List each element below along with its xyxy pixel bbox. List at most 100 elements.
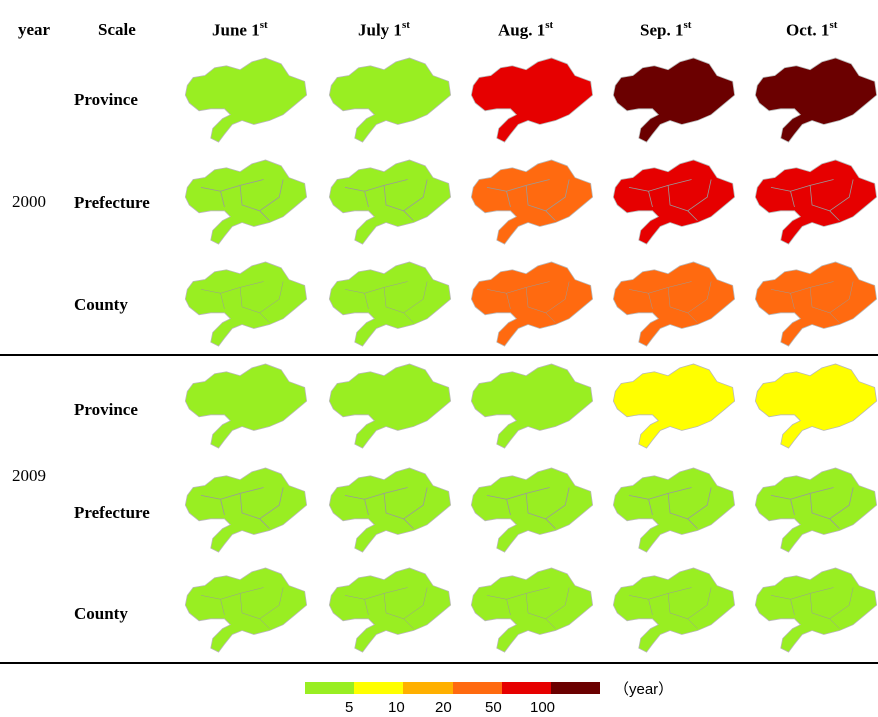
- map-2009-prefecture-5: [754, 467, 878, 553]
- map-2009-province-1: [184, 363, 308, 449]
- row-label-province-2000: Province: [74, 90, 138, 109]
- region-boundaries: [486, 587, 570, 629]
- province-outline: [184, 57, 308, 143]
- header-oct: Oct. 1st: [786, 19, 838, 40]
- map-2009-province-2: [328, 363, 452, 449]
- province-outline: [612, 57, 736, 143]
- map-2009-prefecture-3: [470, 467, 594, 553]
- region-boundaries: [200, 281, 284, 323]
- map-2000-county-1: [184, 261, 308, 347]
- region-boundaries: [486, 281, 570, 323]
- province-outline: [328, 159, 452, 245]
- header-july: July 1st: [358, 19, 410, 40]
- region-boundaries: [770, 587, 854, 629]
- legend-swatch-5: [501, 682, 551, 694]
- year-label-2009: 2009: [12, 466, 46, 485]
- legend-tick: 5: [345, 699, 354, 716]
- header-sep: Sep. 1st: [640, 19, 692, 40]
- header-scale: Scale: [98, 20, 136, 39]
- province-outline: [470, 467, 594, 553]
- row-label-province-2009: Province: [74, 400, 138, 419]
- header-year: year: [18, 20, 51, 39]
- legend-swatch-2: [354, 682, 404, 694]
- region-boundaries: [200, 179, 284, 221]
- region-boundaries: [628, 179, 712, 221]
- divider-line: [0, 354, 878, 356]
- year-label-2000: 2000: [12, 192, 46, 211]
- province-outline: [328, 567, 452, 653]
- legend-tick: 10: [388, 699, 405, 716]
- region-boundaries: [770, 487, 854, 529]
- legend-swatch-3: [403, 682, 453, 694]
- region-boundaries: [770, 179, 854, 221]
- row-label-prefecture-2009: Prefecture: [74, 503, 150, 522]
- province-outline: [328, 57, 452, 143]
- map-2000-prefecture-1: [184, 159, 308, 245]
- region-boundaries: [486, 179, 570, 221]
- row-label-county-2009: County: [74, 604, 128, 623]
- header-aug: Aug. 1st: [498, 19, 554, 40]
- province-outline: [470, 159, 594, 245]
- map-2000-prefecture-3: [470, 159, 594, 245]
- map-2000-province-5: [754, 57, 878, 143]
- province-outline: [754, 363, 878, 449]
- legend-swatch-4: [452, 682, 502, 694]
- map-2000-prefecture-2: [328, 159, 452, 245]
- map-2009-county-5: [754, 567, 878, 653]
- map-2009-prefecture-4: [612, 467, 736, 553]
- row-label-prefecture-2000: Prefecture: [74, 193, 150, 212]
- region-boundaries: [200, 487, 284, 529]
- color-legend: [305, 682, 601, 694]
- map-2000-province-4: [612, 57, 736, 143]
- map-2009-prefecture-1: [184, 467, 308, 553]
- legend-tick: 100: [530, 699, 556, 716]
- map-2000-county-5: [754, 261, 878, 347]
- header-june: June 1st: [212, 19, 268, 40]
- map-2000-county-3: [470, 261, 594, 347]
- region-boundaries: [486, 487, 570, 529]
- province-outline: [184, 467, 308, 553]
- region-boundaries: [628, 587, 712, 629]
- map-2009-province-5: [754, 363, 878, 449]
- map-2009-county-3: [470, 567, 594, 653]
- region-boundaries: [344, 179, 428, 221]
- province-outline: [184, 567, 308, 653]
- province-outline: [184, 261, 308, 347]
- map-2009-province-3: [470, 363, 594, 449]
- region-boundaries: [200, 587, 284, 629]
- region-boundaries: [344, 587, 428, 629]
- province-outline: [754, 159, 878, 245]
- legend-swatch-1: [305, 682, 355, 694]
- legend-tick: 20: [435, 699, 452, 716]
- province-outline: [328, 363, 452, 449]
- province-outline: [754, 567, 878, 653]
- region-boundaries: [628, 281, 712, 323]
- map-2009-province-4: [612, 363, 736, 449]
- province-outline: [470, 567, 594, 653]
- province-outline: [184, 363, 308, 449]
- region-boundaries: [628, 487, 712, 529]
- legend-tick: 50: [485, 699, 502, 716]
- province-outline: [754, 57, 878, 143]
- province-outline: [328, 467, 452, 553]
- province-outline: [612, 467, 736, 553]
- map-2000-prefecture-4: [612, 159, 736, 245]
- province-outline: [754, 261, 878, 347]
- province-outline: [612, 261, 736, 347]
- map-2000-province-1: [184, 57, 308, 143]
- map-2009-prefecture-2: [328, 467, 452, 553]
- map-2009-county-2: [328, 567, 452, 653]
- map-2000-prefecture-5: [754, 159, 878, 245]
- province-outline: [470, 57, 594, 143]
- province-outline: [470, 261, 594, 347]
- legend-swatch-6: [550, 682, 601, 694]
- legend-unit: （year）: [614, 681, 674, 698]
- map-2009-county-1: [184, 567, 308, 653]
- province-outline: [470, 363, 594, 449]
- map-2000-county-2: [328, 261, 452, 347]
- province-outline: [328, 261, 452, 347]
- region-boundaries: [770, 281, 854, 323]
- map-2009-county-4: [612, 567, 736, 653]
- divider-line: [0, 662, 878, 664]
- map-2000-province-2: [328, 57, 452, 143]
